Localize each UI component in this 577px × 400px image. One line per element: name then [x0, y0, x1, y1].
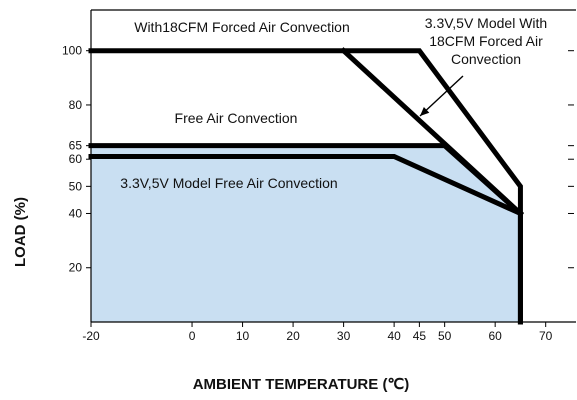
annotation-model-free-line-0: 3.3V,5V Model Free Air Convection	[120, 175, 337, 191]
x-tick-label-60: 60	[488, 329, 502, 343]
fill-area-series-2	[91, 145, 521, 322]
y-tick-label-65: 65	[69, 139, 83, 153]
x-tick-label-70: 70	[539, 329, 553, 343]
y-tick-label-100: 100	[62, 44, 82, 58]
y-tick-label-20: 20	[69, 261, 83, 275]
series-line-2	[88, 143, 523, 325]
free-air-fill-area	[91, 145, 521, 322]
axes	[86, 9, 576, 327]
annotation-model-forced-line-0: 3.3V,5V Model With	[425, 15, 547, 31]
x-tick-label--20: -20	[82, 329, 100, 343]
series-line-3	[88, 154, 524, 217]
annotation-free-line-0: Free Air Convection	[175, 110, 298, 126]
y-axis-label: LOAD (%)	[12, 197, 29, 267]
y-tick-label-60: 60	[69, 152, 83, 166]
x-tick-label-10: 10	[236, 329, 250, 343]
y-tick-label-50: 50	[69, 179, 83, 193]
x-tick-label-0: 0	[189, 329, 196, 343]
x-axis-label: AMBIENT TEMPERATURE (℃)	[193, 376, 410, 393]
y-tick-label-40: 40	[69, 206, 83, 220]
series-lines	[88, 47, 524, 325]
x-tick-label-40: 40	[387, 329, 401, 343]
annotation-leader-line	[419, 75, 464, 117]
annotation-model-forced-line-1: 18CFM Forced Air	[429, 33, 543, 49]
x-tick-label-30: 30	[337, 329, 351, 343]
x-tick-label-45: 45	[413, 329, 427, 343]
annotation-forced-line-0: With18CFM Forced Air Convection	[134, 19, 350, 35]
y-tick-label-80: 80	[69, 98, 83, 112]
x-tick-label-50: 50	[438, 329, 452, 343]
annotations: With18CFM Forced Air Convection 3.3V,5V M…	[120, 15, 547, 191]
annotation-arrowhead	[420, 106, 430, 116]
annotation-model-forced-line-2: Convection	[451, 51, 521, 67]
x-tick-label-20: 20	[286, 329, 300, 343]
